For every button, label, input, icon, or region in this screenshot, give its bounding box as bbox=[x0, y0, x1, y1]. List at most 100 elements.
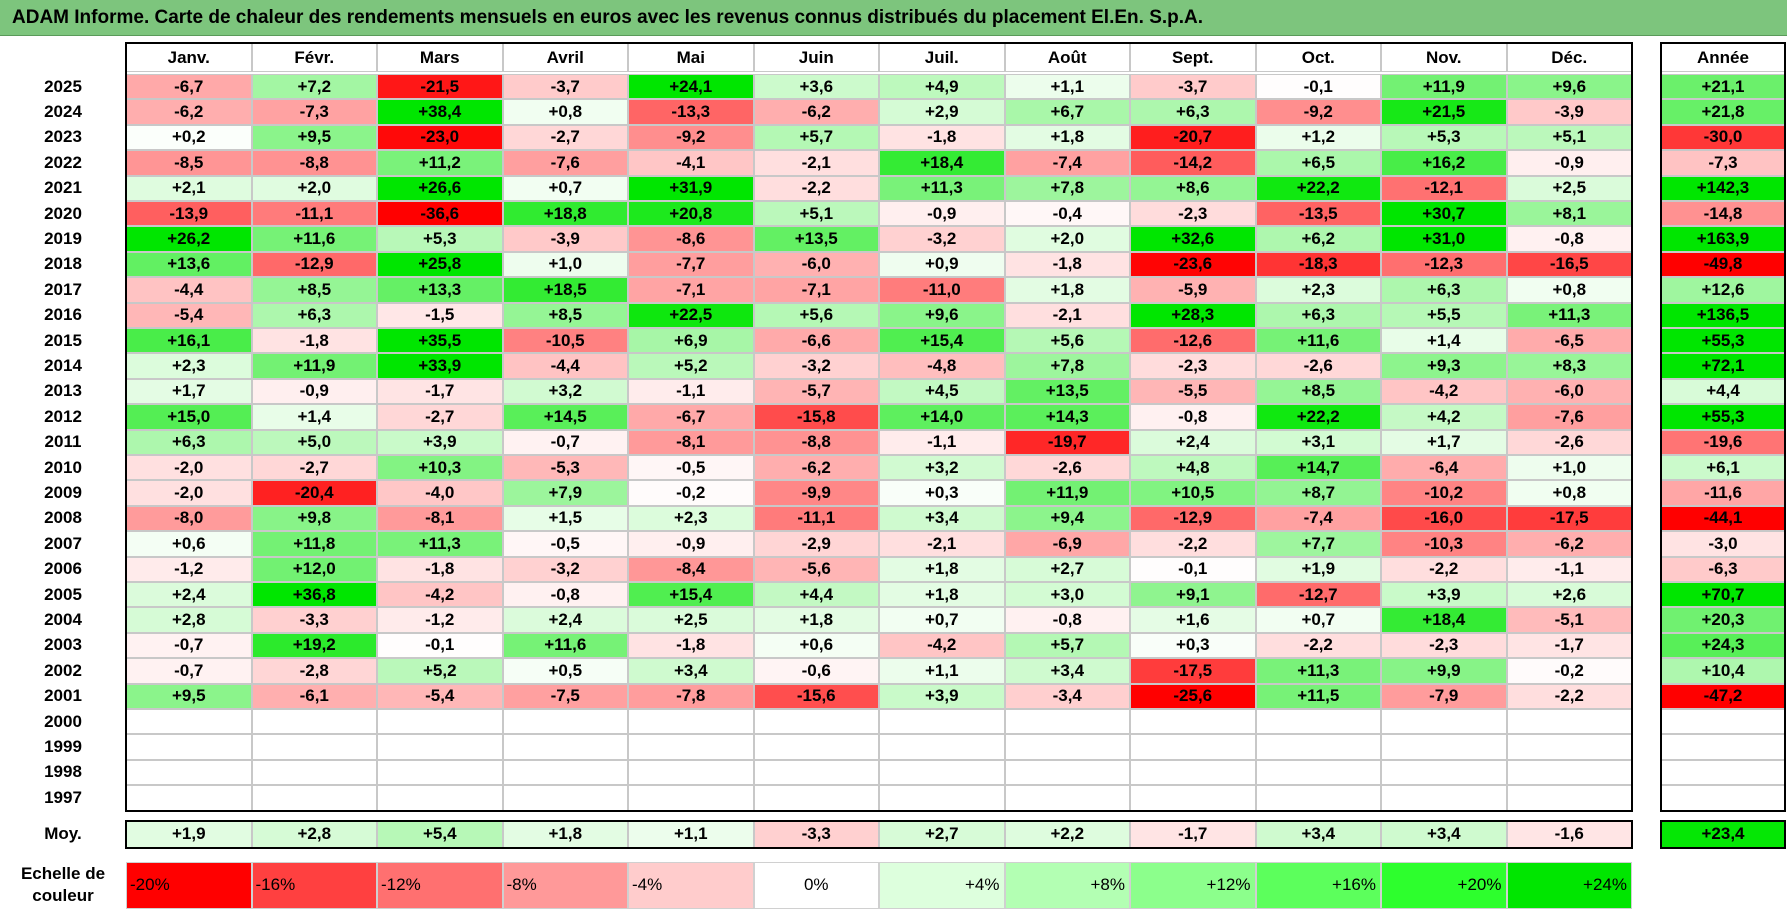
color-scale-step: +4% bbox=[879, 861, 1005, 909]
heat-cell: +26,2 bbox=[126, 226, 252, 252]
heat-cell: -15,8 bbox=[753, 404, 879, 430]
heat-cell bbox=[377, 709, 503, 735]
heat-cell: +1,4 bbox=[251, 404, 377, 430]
heat-cell: -13,9 bbox=[126, 201, 252, 227]
year-label: 2001 bbox=[44, 686, 82, 706]
page-title: ADAM Informe. Carte de chaleur des rende… bbox=[0, 0, 1787, 36]
heat-cell: -1,1 bbox=[628, 378, 754, 405]
heat-cell bbox=[753, 734, 879, 760]
heat-cell: -0,9 bbox=[628, 531, 754, 557]
heat-cell: -13,3 bbox=[628, 99, 754, 125]
year-label: 1999 bbox=[44, 737, 82, 757]
heat-cell: +6,3 bbox=[126, 429, 252, 455]
heat-cell: -2,6 bbox=[1506, 429, 1632, 455]
year-label: 2002 bbox=[44, 660, 82, 680]
average-cell: +2,7 bbox=[879, 820, 1005, 848]
heat-cell: +36,8 bbox=[251, 582, 377, 608]
heat-cell: +2,5 bbox=[1506, 175, 1632, 201]
heat-cell: -8,1 bbox=[377, 505, 503, 532]
heat-cell: +20,8 bbox=[628, 201, 754, 227]
heat-cell: +2,3 bbox=[1255, 277, 1381, 303]
heat-cell: +0,7 bbox=[502, 175, 628, 201]
heat-cell: -7,6 bbox=[502, 150, 628, 176]
heat-cell: +0,6 bbox=[753, 632, 879, 659]
heat-cell: -12,7 bbox=[1255, 582, 1381, 608]
color-scale-label: Echelle de couleur bbox=[0, 863, 126, 907]
heat-cell: -2,6 bbox=[1255, 353, 1381, 379]
annual-cell: +136,5 bbox=[1661, 302, 1785, 328]
heat-cell: -16,0 bbox=[1381, 505, 1507, 532]
heat-cell: +5,6 bbox=[753, 302, 879, 328]
heat-cell: +6,3 bbox=[1130, 99, 1256, 125]
heat-cell: -6,0 bbox=[1506, 378, 1632, 405]
heat-cell: -8,8 bbox=[251, 150, 377, 176]
heat-cell bbox=[1381, 734, 1507, 760]
annual-cell: -49,8 bbox=[1661, 251, 1785, 278]
heat-cell: -5,1 bbox=[1506, 607, 1632, 633]
heat-cell: +38,4 bbox=[377, 99, 503, 125]
annual-cell: -7,3 bbox=[1661, 150, 1785, 176]
heat-cell: -9,2 bbox=[1255, 99, 1381, 125]
heat-cell: +0,9 bbox=[879, 251, 1005, 278]
heat-cell: +5,3 bbox=[377, 226, 503, 252]
heat-cell bbox=[251, 785, 377, 811]
heat-cell: -1,1 bbox=[1506, 556, 1632, 582]
annual-cell: -6,3 bbox=[1661, 556, 1785, 582]
heat-cell: +14,7 bbox=[1255, 455, 1381, 481]
heat-cell: +3,2 bbox=[502, 378, 628, 405]
heat-cell: -20,4 bbox=[251, 480, 377, 506]
heat-cell: -7,9 bbox=[1381, 683, 1507, 709]
heat-cell: -0,2 bbox=[1506, 658, 1632, 684]
heat-cell: -6,5 bbox=[1506, 328, 1632, 354]
heat-cell: -2,1 bbox=[879, 531, 1005, 557]
year-label: 2019 bbox=[44, 229, 82, 249]
heat-cell: -9,2 bbox=[628, 124, 754, 151]
heat-cell bbox=[1255, 785, 1381, 811]
heat-cell bbox=[1004, 734, 1130, 760]
heat-cell: +33,9 bbox=[377, 353, 503, 379]
heat-cell bbox=[126, 709, 252, 735]
heat-cell bbox=[1004, 709, 1130, 735]
month-header: Juil. bbox=[879, 43, 1005, 72]
heat-cell: +11,9 bbox=[251, 353, 377, 379]
heat-cell: +9,8 bbox=[251, 505, 377, 532]
heat-cell: +16,2 bbox=[1381, 150, 1507, 176]
heat-cell: +7,8 bbox=[1004, 175, 1130, 201]
heat-cell: -12,1 bbox=[1381, 175, 1507, 201]
heat-cell: +5,5 bbox=[1381, 302, 1507, 328]
heat-cell bbox=[628, 759, 754, 786]
heat-cell: +13,3 bbox=[377, 277, 503, 303]
average-cell: -3,3 bbox=[753, 820, 879, 848]
color-scale-step: +12% bbox=[1130, 861, 1256, 909]
heat-cell: +1,8 bbox=[1004, 277, 1130, 303]
heat-cell: +26,6 bbox=[377, 175, 503, 201]
month-header: Sept. bbox=[1130, 43, 1256, 72]
heat-cell bbox=[1381, 759, 1507, 786]
heat-cell: +9,4 bbox=[1004, 505, 1130, 532]
heat-cell: -6,9 bbox=[1004, 531, 1130, 557]
heat-cell: +1,8 bbox=[879, 582, 1005, 608]
color-scale-step: -12% bbox=[377, 861, 503, 909]
heat-cell: -3,3 bbox=[251, 607, 377, 633]
heat-cell: +21,5 bbox=[1381, 99, 1507, 125]
heat-cell: +14,5 bbox=[502, 404, 628, 430]
heat-cell: -2,2 bbox=[1130, 531, 1256, 557]
heat-cell: +14,0 bbox=[879, 404, 1005, 430]
heat-cell: +25,8 bbox=[377, 251, 503, 278]
heat-cell: -0,9 bbox=[879, 201, 1005, 227]
heat-cell: +1,1 bbox=[1004, 74, 1130, 100]
heat-cell: +4,2 bbox=[1381, 404, 1507, 430]
heat-cell: -6,7 bbox=[628, 404, 754, 430]
heat-cell: +3,4 bbox=[1004, 658, 1130, 684]
color-scale-step: 0% bbox=[753, 861, 879, 909]
heat-cell: +1,4 bbox=[1381, 328, 1507, 354]
year-label: 2015 bbox=[44, 330, 82, 350]
heat-cell: +11,3 bbox=[1255, 658, 1381, 684]
heat-cell: +30,7 bbox=[1381, 201, 1507, 227]
annual-cell: -30,0 bbox=[1661, 124, 1785, 151]
heat-cell: +9,5 bbox=[251, 124, 377, 151]
heat-cell bbox=[1381, 709, 1507, 735]
heat-cell: -7,3 bbox=[251, 99, 377, 125]
heat-cell: -17,5 bbox=[1506, 505, 1632, 532]
heat-cell: -23,0 bbox=[377, 124, 503, 151]
